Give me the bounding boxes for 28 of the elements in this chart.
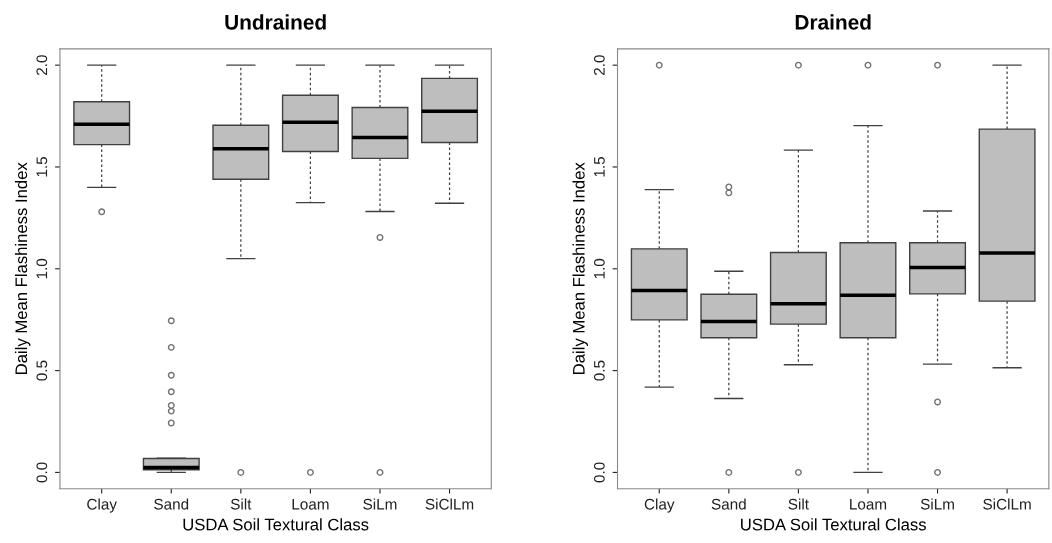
y-tick-label: 0.0 [36,462,48,483]
y-tick-label: 1.5 [594,156,605,177]
x-tick-label: Sand [711,498,746,510]
x-tick-label: Clay [87,498,117,513]
x-tick-label: SiLm [363,498,397,510]
y-tick-label: 2.0 [36,55,48,76]
y-tick-label: 2.0 [593,55,605,76]
x-tick-label: Clay [644,498,675,513]
y-tick-label: 0.5 [593,360,605,381]
x-tick-label: SiClLm [983,498,1031,510]
chart-title: Undrained [225,14,326,30]
x-axis-title: USDA Soil Textural Class [183,518,369,531]
x-tick-label: Silt [788,498,809,510]
y-tick-label: 0.0 [593,462,605,483]
y-tick-label: 1.5 [36,156,48,177]
y-tick-label: 0.5 [36,360,48,381]
x-tick-label: SiLm [920,498,954,510]
y-axis-title: Daily Mean Flashiness Index [572,162,588,374]
x-tick-label: Sand [154,498,189,510]
y-tick-label: 1.0 [36,258,48,279]
y-axis-title: Daily Mean Flashiness Index [14,162,31,374]
x-tick-label: Loam [850,498,887,510]
x-tick-label: Silt [230,498,252,510]
chart-title: Drained [795,14,871,30]
y-tick-label: 1.0 [593,258,605,279]
x-axis-title: USDA Soil Textural Class [741,518,926,531]
x-tick-label: SiClLm [425,498,474,510]
x-tick-label: Loam [292,498,329,510]
